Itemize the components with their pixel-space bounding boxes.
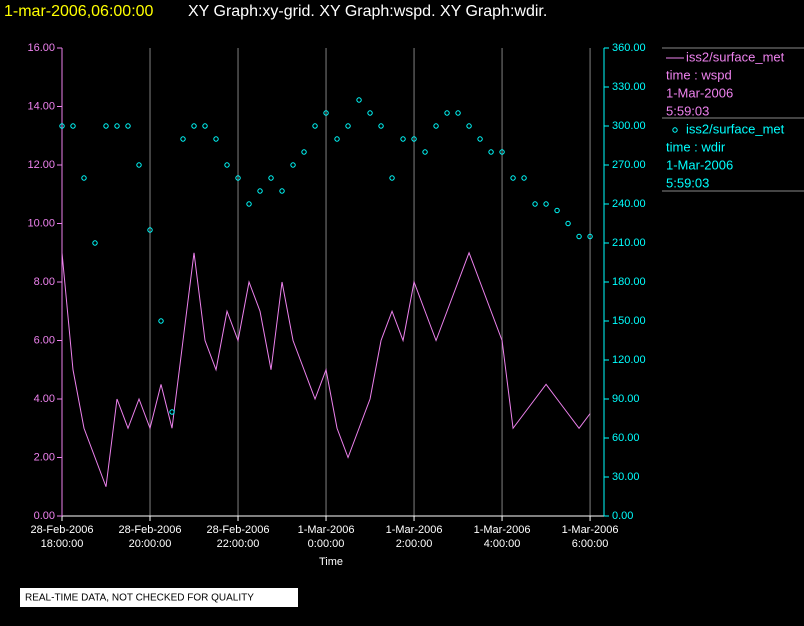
x-axis-label: Time <box>319 556 343 568</box>
wdir-point <box>191 123 197 129</box>
wdir-point <box>499 149 505 155</box>
wdir-point <box>488 149 494 155</box>
wdir-point <box>389 175 395 181</box>
x-tick-label: 28-Feb-2006 22:00:00 <box>207 524 270 550</box>
graph-names: XY Graph:xy-grid. XY Graph:wspd. XY Grap… <box>188 3 547 20</box>
y-tick-label: 4.00 <box>34 393 55 405</box>
wdir-point <box>345 123 351 129</box>
x-tick-label: 28-Feb-2006 18:00:00 <box>31 524 94 550</box>
y2-tick-label: 30.00 <box>612 471 640 483</box>
wdir-point <box>125 123 131 129</box>
wdir-point <box>169 409 175 415</box>
wdir-point <box>202 123 208 129</box>
y2-tick-label: 0.00 <box>612 510 633 522</box>
legend-name: iss2/surface_met <box>686 49 785 64</box>
wdir-point <box>312 123 318 129</box>
wdir-point <box>213 136 219 142</box>
wdir-point <box>81 175 87 181</box>
y-tick-label: 10.00 <box>27 217 55 229</box>
wdir-point <box>422 149 428 155</box>
x-tick-label: 1-Mar-2006 2:00:00 <box>386 524 443 550</box>
y2-tick-label: 90.00 <box>612 393 640 405</box>
wdir-point <box>334 136 340 142</box>
wdir-point <box>290 162 296 168</box>
wdir-point <box>279 188 285 194</box>
legend-text: 5:59:03 <box>666 103 709 118</box>
wdir-point <box>257 188 263 194</box>
wdir-point <box>433 123 439 129</box>
wdir-point <box>103 123 109 129</box>
y2-tick-label: 240.00 <box>612 198 646 210</box>
wdir-point <box>180 136 186 142</box>
y-tick-label: 2.00 <box>34 451 55 463</box>
wdir-point <box>565 220 571 227</box>
legend-text: 1-Mar-2006 <box>666 85 733 100</box>
wdir-point <box>235 175 241 181</box>
wdir-point <box>323 110 329 116</box>
legend-swatch <box>672 127 678 133</box>
x-tick-label: 1-Mar-2006 0:00:00 <box>298 524 355 550</box>
wdir-point <box>532 201 538 207</box>
wspd-line <box>61 251 591 487</box>
wdir-point <box>356 97 362 103</box>
wdir-point <box>411 136 417 142</box>
y2-tick-label: 360.00 <box>612 42 646 54</box>
wdir-point <box>521 175 527 181</box>
y-tick-label: 16.00 <box>27 42 55 54</box>
wdir-point <box>59 123 65 129</box>
wdir-point <box>147 227 153 233</box>
x-tick-label: 1-Mar-2006 4:00:00 <box>474 524 531 550</box>
wdir-point <box>224 162 230 168</box>
wdir-point <box>114 123 120 129</box>
wdir-point <box>455 110 461 116</box>
wdir-point <box>444 110 450 116</box>
y2-tick-label: 210.00 <box>612 237 646 249</box>
legend-text: time : wdir <box>666 139 726 154</box>
wdir-point <box>477 136 483 142</box>
wdir-point <box>268 175 274 181</box>
legend-text: 1-Mar-2006 <box>666 157 733 172</box>
footer-note: REAL-TIME DATA, NOT CHECKED FOR QUALITY <box>25 593 254 604</box>
wdir-point <box>554 207 560 214</box>
wdir-point <box>70 123 76 129</box>
wdir-point <box>367 110 373 116</box>
y-tick-label: 12.00 <box>27 159 55 171</box>
legend-name: iss2/surface_met <box>686 121 785 136</box>
wdir-point <box>576 233 582 240</box>
y2-tick-label: 150.00 <box>612 315 646 327</box>
legend-text: time : wspd <box>666 67 732 82</box>
wdir-point <box>466 123 472 129</box>
y2-tick-label: 180.00 <box>612 276 646 288</box>
y-tick-label: 0.00 <box>34 510 55 522</box>
y2-tick-label: 120.00 <box>612 354 646 366</box>
footer-box <box>20 588 298 607</box>
x-tick-label: 1-Mar-2006 6:00:00 <box>562 524 619 550</box>
wdir-point <box>510 175 516 181</box>
y2-tick-label: 330.00 <box>612 81 646 93</box>
wdir-point <box>136 162 142 168</box>
y2-tick-label: 300.00 <box>612 120 646 132</box>
legend-text: 5:59:03 <box>666 175 709 190</box>
y-tick-label: 14.00 <box>27 100 55 112</box>
wdir-point <box>400 136 406 142</box>
x-tick-label: 28-Feb-2006 20:00:00 <box>119 524 182 550</box>
wdir-point <box>246 201 252 207</box>
y2-tick-label: 60.00 <box>612 432 640 444</box>
wdir-point <box>92 240 98 246</box>
y-tick-label: 6.00 <box>34 334 55 346</box>
y2-tick-label: 270.00 <box>612 159 646 171</box>
wdir-point <box>587 233 593 240</box>
wdir-point <box>158 318 164 324</box>
wdir-point <box>378 123 384 129</box>
timestamp: 1-mar-2006,06:00:00 <box>4 3 154 20</box>
y-tick-label: 8.00 <box>34 276 55 288</box>
wdir-point <box>301 149 307 155</box>
wdir-point <box>543 201 549 207</box>
